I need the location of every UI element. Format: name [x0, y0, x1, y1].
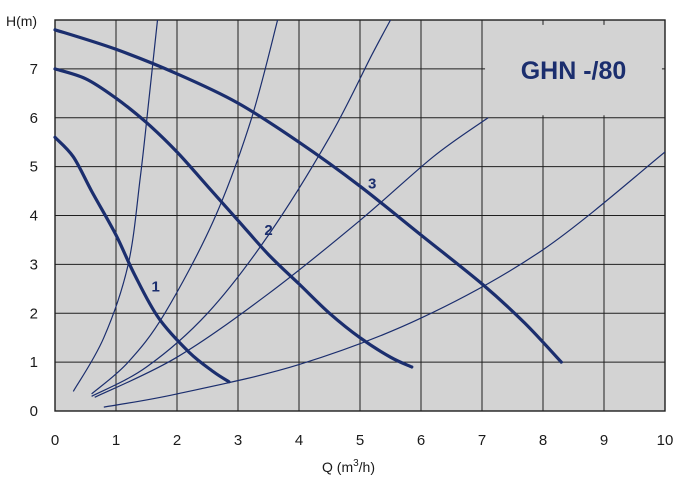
title-box: [485, 24, 662, 116]
y-tick-label: 2: [30, 305, 38, 322]
pump-curve-1: [53, 135, 231, 384]
x-axis-title: Q (m3/h): [322, 458, 375, 475]
x-tick-label: 3: [234, 432, 242, 449]
system-curve: [91, 20, 279, 395]
curve-label-1: 1: [151, 278, 159, 295]
y-axis-title: H(m): [6, 13, 37, 29]
x-tick-label: 9: [600, 432, 608, 449]
chart-title: GHN -/80: [521, 57, 627, 85]
x-tick-label: 4: [295, 432, 303, 449]
x-tick-label: 10: [657, 432, 674, 449]
system-curve: [94, 117, 489, 398]
system-curve: [72, 20, 159, 392]
x-tick-label: 8: [539, 432, 547, 449]
x-tick-labels: 0 1 2 3 4 5 6 7 8 9 10: [51, 432, 674, 449]
x-tick-label: 1: [112, 432, 120, 449]
x-axis-title-main: Q (m: [322, 459, 353, 475]
curve-label-3: 3: [368, 176, 376, 193]
plot-frame: [54, 19, 666, 412]
y-tick-label: 1: [30, 354, 38, 371]
y-tick-labels: 0 1 2 3 4 5 6 7: [30, 61, 38, 420]
x-tick-label: 2: [173, 432, 181, 449]
system-curve: [91, 20, 392, 397]
pump-curve-2: [53, 67, 414, 369]
system-curve: [103, 151, 665, 408]
x-axis-title-superscript: 3: [353, 458, 359, 469]
y-tick-label: 0: [30, 403, 38, 420]
y-tick-label: 3: [30, 256, 38, 273]
x-tick-label: 5: [356, 432, 364, 449]
curve-labels: 1 2 3: [151, 176, 376, 296]
x-tick-label: 7: [478, 432, 486, 449]
x-tick-label: 0: [51, 432, 59, 449]
curve-label-2: 2: [264, 222, 272, 239]
y-tick-label: 4: [30, 208, 38, 225]
x-axis-title-tail: /h): [359, 459, 375, 475]
y-tick-label: 7: [30, 61, 38, 78]
pump-curve-3: [53, 28, 563, 364]
system-curves: [72, 20, 665, 408]
x-tick-label: 6: [417, 432, 425, 449]
y-tick-label: 6: [30, 110, 38, 127]
pump-curves: [53, 28, 563, 384]
y-tick-label: 5: [30, 159, 38, 176]
